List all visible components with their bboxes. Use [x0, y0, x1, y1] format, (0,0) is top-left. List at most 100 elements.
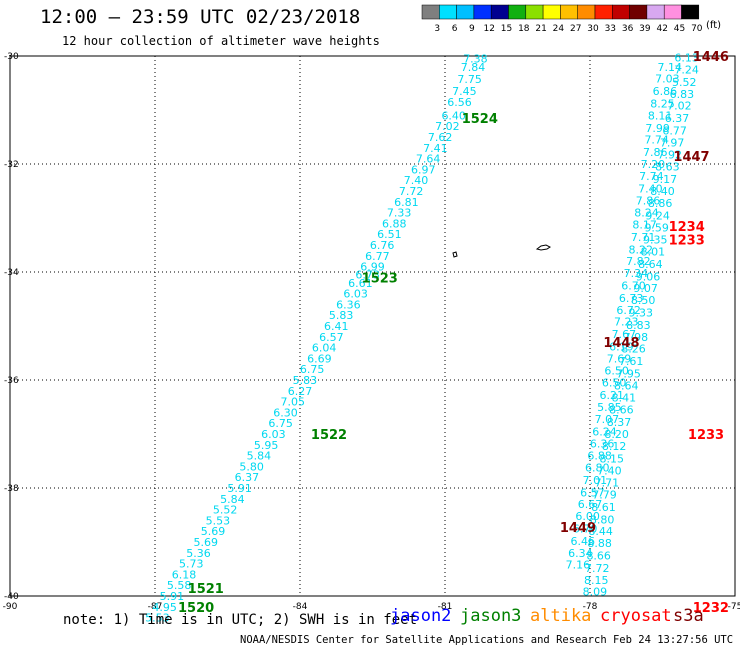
- swh-value: 7.16: [566, 559, 591, 572]
- time-label: 1521: [188, 582, 224, 597]
- y-tick-label: -40: [4, 592, 19, 602]
- swh-value: 6.72: [616, 304, 641, 317]
- swh-value: 6.46: [571, 535, 596, 548]
- swh-value: 5.84: [247, 450, 272, 463]
- swh-value: 9.06: [636, 270, 661, 283]
- swh-value: 8.09: [583, 586, 608, 599]
- mission-cryosat: cryosat: [600, 606, 672, 626]
- swh-value: 7.05: [281, 396, 306, 409]
- swh-value: 5.80: [239, 460, 264, 473]
- scale-swatch: [681, 4, 700, 20]
- swh-value: 7.84: [461, 61, 486, 74]
- scale-swatch: [560, 4, 578, 20]
- y-tick-label: -36: [4, 376, 19, 386]
- swh-value: 5.91: [227, 482, 252, 495]
- mission-s3a: s3a: [673, 606, 704, 626]
- swh-value: 6.61: [348, 277, 373, 290]
- swh-value: 8.24: [634, 207, 659, 220]
- swh-value: 6.40: [441, 109, 466, 122]
- time-labels: 1446144715241234123315231448123315221449…: [178, 50, 729, 616]
- swh-value: 6.03: [343, 288, 368, 301]
- swh-value: 7.45: [452, 85, 477, 98]
- swh-value: 7.23: [614, 316, 639, 329]
- scale-swatch: [594, 4, 613, 20]
- time-label: 1524: [462, 112, 498, 127]
- swh-value: 5.36: [186, 547, 211, 560]
- time-label: 1522: [311, 428, 347, 443]
- swh-value: 7.02: [667, 100, 692, 113]
- scale-swatch: [490, 4, 509, 20]
- scale-tick-label: 36: [622, 24, 634, 34]
- scale-swatch: [577, 4, 596, 20]
- swh-value: 5.52: [672, 76, 697, 89]
- swh-value: 7.61: [619, 355, 644, 368]
- mission-jason3: jason3: [460, 606, 522, 626]
- swh-value: 8.66: [609, 404, 634, 417]
- time-label: 1233: [688, 428, 724, 443]
- x-tick-label: -75: [728, 602, 740, 612]
- swh-value: 7.41: [423, 142, 448, 155]
- scale-tick-label: 45: [674, 24, 685, 34]
- swh-value: 5.58: [167, 579, 192, 592]
- x-tick-label: -81: [438, 602, 453, 612]
- scale-swatch: [525, 4, 544, 20]
- swh-value: 7.40: [404, 174, 429, 187]
- scale-swatch: [508, 4, 527, 20]
- swh-value: 8.44: [588, 525, 613, 538]
- y-tick-label: -30: [4, 52, 19, 62]
- swh-value: 7.72: [399, 185, 424, 198]
- scale-swatch: [612, 4, 630, 20]
- scale-swatch: [663, 4, 682, 20]
- swh-value: 8.80: [590, 513, 615, 526]
- swh-value: 6.73: [355, 269, 380, 282]
- swh-value: 7.71: [595, 477, 620, 490]
- swh-value: 7.86: [643, 146, 668, 159]
- swh-value: 8.15: [600, 452, 625, 465]
- swh-value: 7.64: [416, 153, 441, 166]
- swh-value: 8.61: [591, 501, 616, 514]
- swh-value: 7.95: [616, 368, 641, 381]
- scale-tick-label: 21: [535, 24, 546, 34]
- swh-value: 6.88: [587, 450, 612, 463]
- swh-value: 4.95: [152, 601, 177, 614]
- swh-value: 9.24: [645, 209, 670, 222]
- swh-value: 8.22: [629, 243, 654, 256]
- scale-tick-label: 39: [639, 24, 651, 34]
- chart-title: 12:00 – 23:59 UTC 02/23/2018: [40, 6, 361, 28]
- swh-value: 7.34: [624, 267, 649, 280]
- mission-jason2: jason2: [390, 606, 452, 626]
- scale-unit-label: (ft): [706, 20, 722, 31]
- swh-value: 6.41: [324, 320, 349, 333]
- swh-value: 6.75: [300, 363, 325, 376]
- swh-value: 7.79: [592, 488, 617, 501]
- swh-value: 7.67: [612, 328, 637, 341]
- swh-value: 6.57: [580, 486, 605, 499]
- scale-tick-label: 6: [452, 24, 458, 34]
- swh-value: 6.99: [360, 261, 385, 274]
- swh-value: 7.02: [435, 120, 460, 133]
- swh-value: 6.27: [288, 385, 313, 398]
- swh-value: 6.51: [377, 228, 402, 241]
- swh-value: 6.77: [662, 125, 687, 138]
- swh-value: 6.34: [568, 547, 593, 560]
- swh-value: 8.41: [612, 391, 637, 404]
- x-tick-label: -87: [148, 602, 163, 612]
- swh-value: 6.56: [447, 96, 472, 109]
- scale-swatch: [542, 4, 561, 20]
- swh-value: 8.64: [614, 379, 639, 392]
- swh-value: 9.59: [644, 222, 669, 235]
- swh-value: 5.95: [254, 439, 279, 452]
- swh-value: 5.69: [194, 536, 219, 549]
- swh-value: 6.37: [665, 112, 690, 125]
- swh-value: 7.62: [428, 131, 453, 144]
- swh-value: 8.01: [641, 245, 666, 258]
- swh-value: 7.99: [645, 122, 670, 135]
- time-label: 1448: [603, 336, 639, 351]
- swh-value: 6.04: [312, 342, 337, 355]
- swh-value: 7.01: [583, 474, 608, 487]
- swh-value: 8.83: [626, 319, 651, 332]
- time-label: 1233: [669, 234, 705, 249]
- swh-value: 7.40: [638, 182, 663, 195]
- swh-value: 6.83: [670, 88, 695, 101]
